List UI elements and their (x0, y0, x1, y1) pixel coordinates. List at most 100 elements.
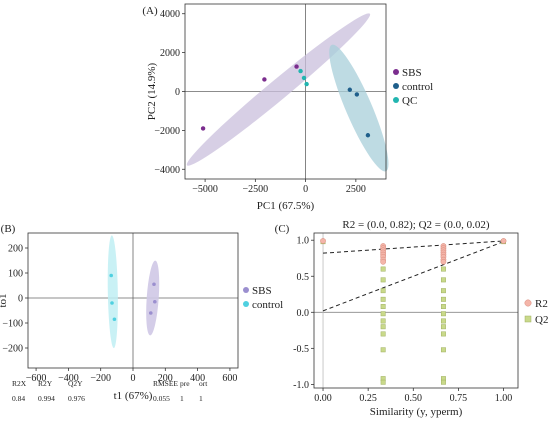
y-tick-label: 2000 (160, 48, 180, 59)
y-tick-label: -1.0 (293, 380, 309, 391)
point-control (365, 133, 371, 138)
point-control (109, 273, 113, 278)
Q2-line (322, 241, 504, 312)
y-tick-label: −2000 (154, 126, 180, 137)
x-tick-label: 2500 (346, 184, 366, 195)
panel-a-frame (184, 3, 387, 180)
y-tick-label: -0.5 (293, 344, 309, 355)
point-q2 (440, 277, 446, 283)
legend-label-sbs: SBS (402, 67, 422, 79)
y-axis-label: to1 (0, 293, 9, 307)
sbs-ellipse (186, 13, 371, 166)
point-control (110, 301, 114, 305)
stats-value: 0.976 (68, 394, 85, 403)
point-sbs (294, 64, 299, 69)
legend-marker-control (243, 301, 249, 307)
point-q2 (440, 311, 446, 317)
point-q2 (440, 331, 446, 337)
x-tick-label: 1.00 (495, 393, 513, 404)
y-tick-label: 4000 (160, 9, 180, 20)
stats-header: pre (180, 379, 190, 388)
point-control (347, 87, 353, 92)
legend-marker-qc (393, 97, 399, 103)
point-q2 (440, 318, 446, 324)
point-q2 (440, 304, 446, 309)
R2-line (322, 240, 504, 254)
point-qc (304, 81, 309, 87)
point-q2 (380, 379, 386, 385)
panel-b-frame (27, 232, 239, 369)
chart-title: R2 = (0.0, 0.82); Q2 = (0.0, 0.02) (342, 219, 489, 231)
point-q2 (440, 288, 446, 294)
legend-label-control: control (402, 81, 433, 93)
panel-label: (A) (142, 5, 158, 17)
point-sbs (152, 282, 156, 287)
point-control (112, 317, 117, 322)
panel-label: (B) (1, 223, 16, 235)
stats-value: 0.994 (38, 394, 55, 403)
y-tick-label: −4000 (154, 165, 180, 176)
stats-header: RMSEE (153, 379, 178, 388)
x-tick-label: −2500 (243, 184, 269, 195)
x-axis-label: Similarity (y, yperm) (370, 406, 463, 418)
y-tick-label: −100 (2, 319, 23, 330)
point-q2 (440, 324, 446, 330)
point-sbs (148, 311, 153, 315)
legend-marker-sbs (393, 69, 399, 75)
point-q2 (380, 324, 386, 330)
stats-header: R2X (12, 379, 27, 388)
panel-c-frame (313, 232, 519, 389)
y-tick-label: 0 (175, 87, 180, 98)
point-r2 (500, 238, 507, 244)
point-control (354, 92, 360, 97)
x-tick-label: 0.00 (314, 393, 332, 404)
x-tick-label: 0 (131, 373, 136, 384)
point-q2 (380, 277, 386, 283)
legend-label-control: control (252, 299, 283, 311)
point-sbs (200, 126, 206, 131)
panel-b: −600 −400 −200 0 200 400 600 −200 −100 0 100 200 t1 … (0, 223, 283, 403)
point-q2 (380, 318, 386, 324)
y-tick-label: 100 (8, 269, 23, 280)
y-tick-label: −200 (2, 344, 23, 355)
x-tick-label: 0.75 (450, 393, 468, 404)
x-tick-label: 200 (158, 373, 173, 384)
legend-marker-r2 (524, 299, 532, 307)
stats-value: 1 (199, 394, 203, 403)
point-q2 (440, 347, 446, 353)
x-tick-label: −600 (26, 373, 47, 384)
stats-value: 1 (180, 394, 184, 403)
x-tick-label: 0.25 (359, 393, 377, 404)
legend-label-qc: QC (402, 95, 417, 107)
panel-label: (C) (275, 223, 290, 235)
stats-value: 0.055 (153, 394, 170, 403)
x-axis-label: PC1 (67.5%) (257, 200, 315, 212)
point-q2 (380, 288, 386, 294)
x-tick-label: −5000 (192, 184, 218, 195)
point-q2 (380, 311, 386, 317)
point-sbs (262, 77, 267, 82)
legend-label-sbs: SBS (252, 285, 272, 297)
sbs-ellipse (146, 260, 160, 336)
x-tick-label: −400 (58, 373, 79, 384)
point-r2 (440, 258, 447, 265)
point-q2 (380, 304, 386, 309)
x-axis-label: t1 (67%) (114, 390, 153, 402)
point-q2 (380, 296, 386, 302)
point-q2 (380, 347, 386, 353)
stats-header: Q2Y (68, 379, 83, 388)
point-q2 (380, 331, 386, 337)
y-axis-label: PC2 (14.9%) (146, 62, 158, 120)
legend-label-q2: Q2 (535, 314, 548, 326)
point-qc (298, 68, 303, 74)
point-r2 (380, 258, 386, 265)
legend-marker-sbs (243, 287, 249, 293)
x-tick-label: −200 (90, 373, 111, 384)
legend-marker-control (393, 83, 399, 89)
x-tick-label: 400 (190, 373, 205, 384)
y-tick-label: 0.0 (297, 308, 310, 319)
stats-value: 0.84 (12, 394, 25, 403)
control-ellipse (107, 235, 118, 349)
y-tick-label: 0 (18, 294, 23, 305)
